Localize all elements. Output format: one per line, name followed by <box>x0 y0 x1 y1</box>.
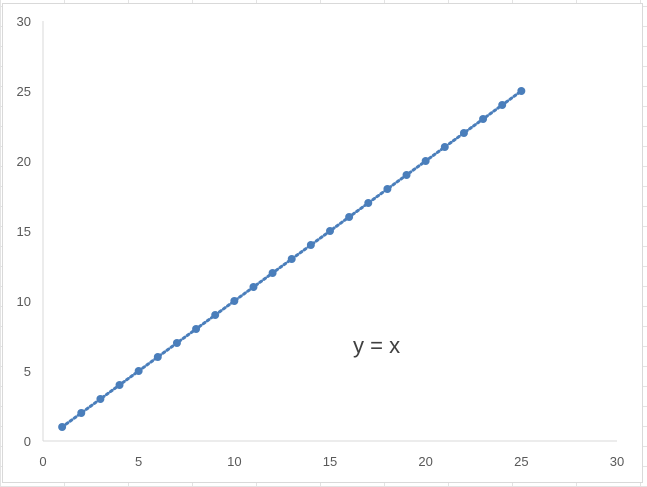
data-point <box>479 115 487 123</box>
data-point <box>269 269 277 277</box>
y-tick-label: 20 <box>17 154 31 169</box>
x-tick-label: 5 <box>135 454 142 469</box>
x-tick-label: 0 <box>39 454 46 469</box>
data-point <box>154 353 162 361</box>
y-tick-label: 10 <box>17 294 31 309</box>
y-tick-label: 30 <box>17 14 31 29</box>
data-point <box>58 423 66 431</box>
data-point <box>441 143 449 151</box>
data-point <box>230 297 238 305</box>
y-tick-label: 25 <box>17 84 31 99</box>
data-point <box>288 255 296 263</box>
data-point <box>307 241 315 249</box>
x-tick-label: 20 <box>418 454 432 469</box>
data-point <box>96 395 104 403</box>
y-tick-label: 0 <box>24 434 31 449</box>
data-point <box>403 171 411 179</box>
x-tick-label: 30 <box>610 454 624 469</box>
y-tick-label: 5 <box>24 364 31 379</box>
y-tick-labels: 0 5 10 15 20 25 30 <box>17 14 31 449</box>
x-tick-label: 15 <box>323 454 337 469</box>
x-tick-labels: 0 5 10 15 20 25 30 <box>39 454 624 469</box>
data-point <box>77 409 85 417</box>
data-point <box>211 311 219 319</box>
equation-annotation: y = x <box>353 333 400 358</box>
data-point <box>383 185 391 193</box>
data-point <box>345 213 353 221</box>
data-point <box>135 367 143 375</box>
x-tick-label: 10 <box>227 454 241 469</box>
data-point <box>517 87 525 95</box>
data-point <box>460 129 468 137</box>
data-point <box>249 283 257 291</box>
data-point <box>192 325 200 333</box>
y-tick-label: 15 <box>17 224 31 239</box>
data-point <box>173 339 181 347</box>
data-point <box>116 381 124 389</box>
data-point <box>326 227 334 235</box>
data-point <box>364 199 372 207</box>
data-point <box>498 101 506 109</box>
x-tick-label: 25 <box>514 454 528 469</box>
data-point <box>422 157 430 165</box>
